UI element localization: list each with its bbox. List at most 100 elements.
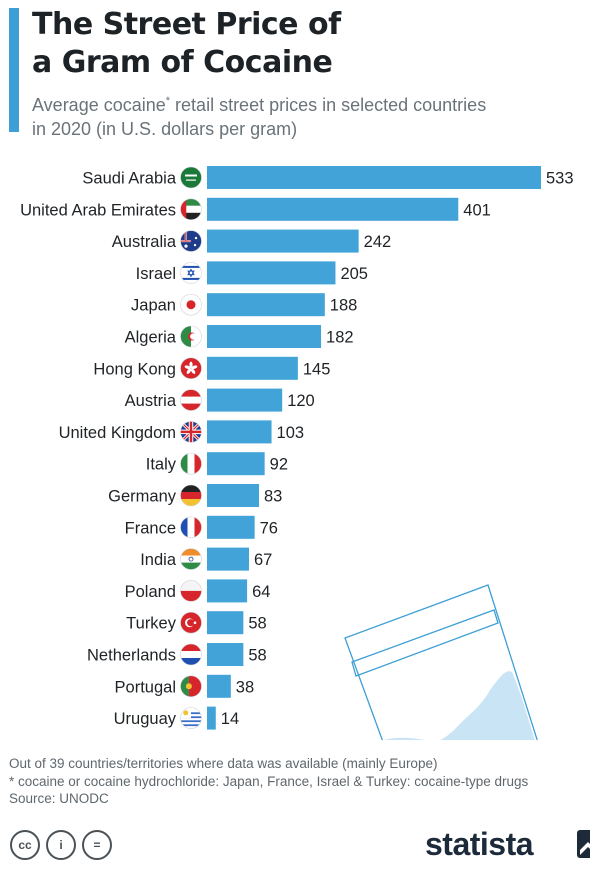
value-label: 64: [252, 583, 270, 601]
bar: [207, 261, 336, 285]
bar: [207, 674, 231, 698]
category-label: Netherlands: [87, 647, 176, 665]
value-label: 67: [254, 551, 272, 569]
value-label: 533: [546, 170, 574, 188]
category-label: Uruguay: [114, 710, 177, 728]
footer-notes: Out of 39 countries/territories where da…: [9, 755, 584, 808]
algeria-flag-icon: [180, 325, 202, 348]
value-label: 182: [326, 329, 354, 347]
bar-row: Germany 83: [108, 484, 282, 507]
subtitle-line-2: in 2020 (in U.S. dollars per gram): [32, 119, 298, 139]
category-label: Germany: [108, 488, 177, 506]
netherlands-flag-icon: [180, 643, 202, 666]
australia-flag-icon: [180, 230, 202, 252]
category-label: United Arab Emirates: [20, 201, 176, 219]
bar-row: Saudi Arabia 533: [82, 166, 574, 189]
category-label: Turkey: [126, 615, 177, 633]
india-flag-icon: [180, 548, 202, 570]
category-label: Austria: [125, 392, 177, 410]
bar-row: Hong Kong 145: [93, 356, 330, 380]
subtitle-asterisk: *: [165, 95, 171, 107]
bar-row: Uruguay 14: [114, 706, 239, 730]
category-label: Australia: [112, 233, 177, 251]
value-label: 92: [270, 456, 288, 474]
by-icon[interactable]: i: [46, 830, 76, 860]
bar-row: Poland 64: [125, 579, 270, 603]
bar: [207, 547, 249, 571]
germany-flag-icon: [180, 484, 202, 507]
category-label: Portugal: [115, 678, 176, 696]
hong-kong-flag-icon: [180, 357, 202, 380]
category-label: India: [140, 551, 177, 569]
italy-flag-icon: [180, 452, 202, 475]
uruguay-flag-icon: [180, 707, 202, 729]
portugal-flag-icon: [180, 675, 202, 698]
cc-icon[interactable]: cc: [10, 830, 40, 860]
value-label: 38: [236, 678, 254, 696]
category-label: Japan: [131, 297, 176, 315]
saudi-arabia-flag-icon: [180, 166, 202, 189]
subtitle-part-b: retail street prices in selected countri…: [170, 95, 487, 115]
bar: [207, 356, 298, 380]
value-label: 83: [264, 488, 282, 506]
footer-note-coverage: Out of 39 countries/territories where da…: [9, 756, 438, 771]
bar: [207, 484, 260, 507]
bar-row: Portugal 38: [115, 674, 254, 698]
category-label: Poland: [125, 583, 176, 601]
baggie-illustration: [344, 584, 538, 740]
bar: [207, 229, 359, 253]
bar: [207, 197, 459, 221]
nd-icon[interactable]: =: [82, 830, 112, 860]
subtitle-part-a: Average cocaine: [32, 95, 166, 115]
japan-flag-icon: [180, 293, 202, 316]
israel-flag-icon: [180, 262, 202, 284]
turkey-flag-icon: [180, 611, 202, 634]
bar: [207, 166, 541, 189]
value-label: 120: [287, 392, 315, 410]
france-flag-icon: [180, 516, 202, 539]
category-label: France: [125, 519, 176, 537]
bar-row: Austria 120: [125, 388, 315, 412]
value-label: 58: [248, 615, 266, 633]
chart-title: The Street Price of a Gram of Cocaine: [32, 6, 572, 82]
footer-source: Source: UNODC: [9, 791, 109, 806]
value-label: 14: [221, 710, 239, 728]
value-label: 188: [330, 297, 358, 315]
brand-name: statista: [425, 826, 534, 862]
bar-row: Algeria 182: [125, 325, 354, 348]
bar-row: Netherlands 58: [87, 643, 267, 666]
austria-flag-icon: [180, 389, 202, 411]
footer-note-definition: * cocaine or cocaine hydrochloride: Japa…: [9, 773, 529, 789]
bar: [207, 420, 272, 444]
bar-row: Turkey 58: [126, 611, 267, 635]
category-label: Hong Kong: [93, 360, 176, 378]
bar-row: United Kingdom 103: [59, 420, 304, 444]
category-label: United Kingdom: [59, 424, 176, 442]
bar: [207, 325, 322, 348]
uae-flag-icon: [180, 198, 202, 221]
category-label: Algeria: [125, 329, 177, 347]
bar-row: Italy 92: [146, 452, 288, 476]
value-label: 205: [340, 265, 368, 283]
bar: [207, 643, 244, 666]
poland-flag-icon: [180, 580, 202, 602]
bar-row: France 76: [125, 515, 278, 539]
category-label: Israel: [136, 265, 176, 283]
accent-bar: [9, 8, 19, 132]
bar: [207, 388, 283, 412]
united-kingdom-flag-icon: [180, 421, 202, 443]
bar: [207, 293, 325, 317]
category-label: Italy: [146, 456, 177, 474]
bar: [207, 452, 265, 476]
category-label: Saudi Arabia: [82, 170, 176, 188]
license-icons: cc i =: [10, 830, 118, 860]
statista-logo[interactable]: statista: [425, 826, 590, 863]
bar: [207, 706, 216, 730]
statista-mark-icon: [577, 830, 590, 858]
bar-row: India 67: [140, 547, 272, 571]
value-label: 401: [463, 201, 491, 219]
bar: [207, 579, 248, 603]
value-label: 58: [248, 647, 266, 665]
bar-chart: Saudi Arabia 533 United Arab Emirates 401 Au…: [20, 166, 574, 740]
bar-row: Japan 188: [131, 293, 358, 317]
